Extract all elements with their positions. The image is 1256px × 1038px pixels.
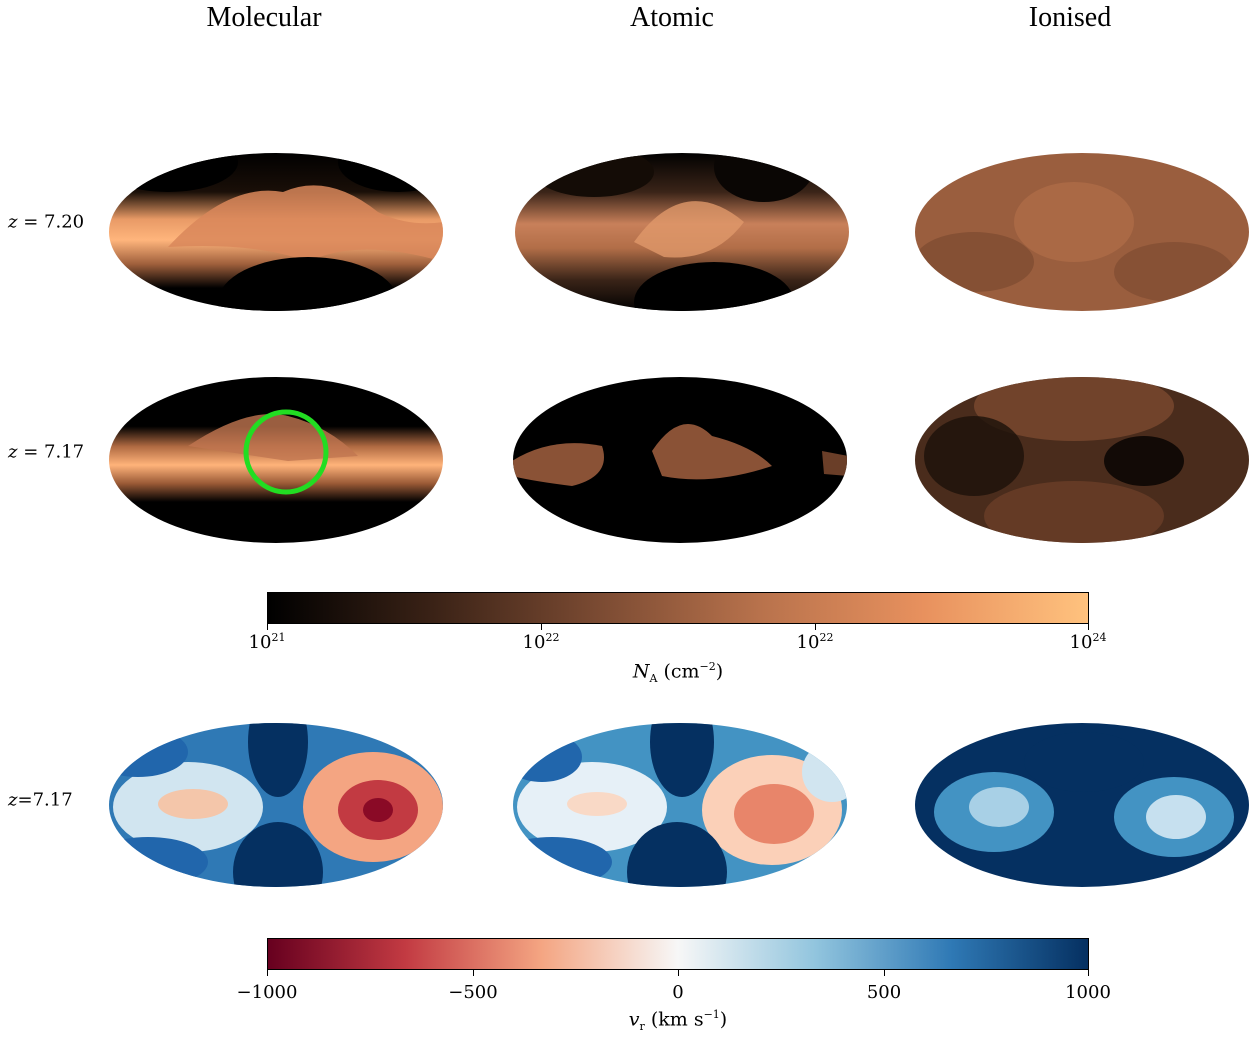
column-title-molecular: Molecular — [206, 2, 322, 33]
map-ionised-velocity — [915, 723, 1249, 887]
colorbar-velocity-tickmark-1 — [267, 970, 268, 976]
row-label-2-value: 7.17 — [44, 441, 85, 463]
colorbar-density-tickmark-2 — [541, 624, 542, 630]
colorbar-density-label: NA (cm−2) — [632, 660, 724, 686]
map-atomic-z717 — [513, 377, 847, 543]
colorbar-velocity-tickmark-5 — [1088, 970, 1089, 976]
colorbar-density-tick-4: 1024 — [1069, 631, 1107, 653]
colorbar-velocity-label: vr (km s−1) — [628, 1008, 728, 1034]
row-label-1: z = 7.20 — [8, 211, 85, 233]
map-atomic-velocity — [513, 723, 847, 887]
colorbar-velocity-tick-3: 0 — [672, 982, 684, 1003]
highlight-circle — [243, 409, 329, 495]
colorbar-density-tickmark-3 — [815, 624, 816, 630]
colorbar-density-tick-1: 1021 — [248, 631, 286, 653]
row-label-1-var: z — [8, 211, 18, 233]
colorbar-velocity-tick-5: 1000 — [1065, 982, 1111, 1003]
colorbar-density-tick-3: 1022 — [796, 631, 834, 653]
row-label-3-var: z — [8, 789, 18, 811]
row-label-2-var: z — [8, 441, 18, 463]
colorbar-velocity-tickmark-2 — [473, 970, 474, 976]
colorbar-density-tick-2: 1022 — [522, 631, 560, 653]
map-molecular-z720 — [109, 153, 443, 311]
map-ionised-z717 — [915, 377, 1249, 543]
row-label-3: z=7.17 — [8, 789, 73, 811]
colorbar-velocity-tickmark-3 — [678, 970, 679, 976]
colorbar-density-tickmark-4 — [1088, 624, 1089, 630]
colorbar-velocity-tickmark-4 — [884, 970, 885, 976]
row-label-2: z = 7.17 — [8, 441, 85, 463]
colorbar-density — [267, 592, 1089, 624]
colorbar-velocity-tick-2: −500 — [448, 982, 498, 1003]
column-title-ionised: Ionised — [1028, 2, 1112, 33]
row-label-3-value: 7.17 — [32, 789, 73, 811]
colorbar-velocity — [267, 938, 1089, 970]
map-ionised-z720 — [915, 153, 1249, 311]
map-atomic-z720 — [515, 153, 849, 311]
map-molecular-z717 — [109, 377, 443, 543]
colorbar-density-tickmark-1 — [267, 624, 268, 630]
map-molecular-velocity — [109, 723, 443, 887]
colorbar-velocity-tick-1: −1000 — [236, 982, 298, 1003]
column-title-atomic: Atomic — [630, 2, 714, 33]
row-label-1-value: 7.20 — [44, 211, 85, 233]
colorbar-velocity-tick-4: 500 — [866, 982, 902, 1003]
